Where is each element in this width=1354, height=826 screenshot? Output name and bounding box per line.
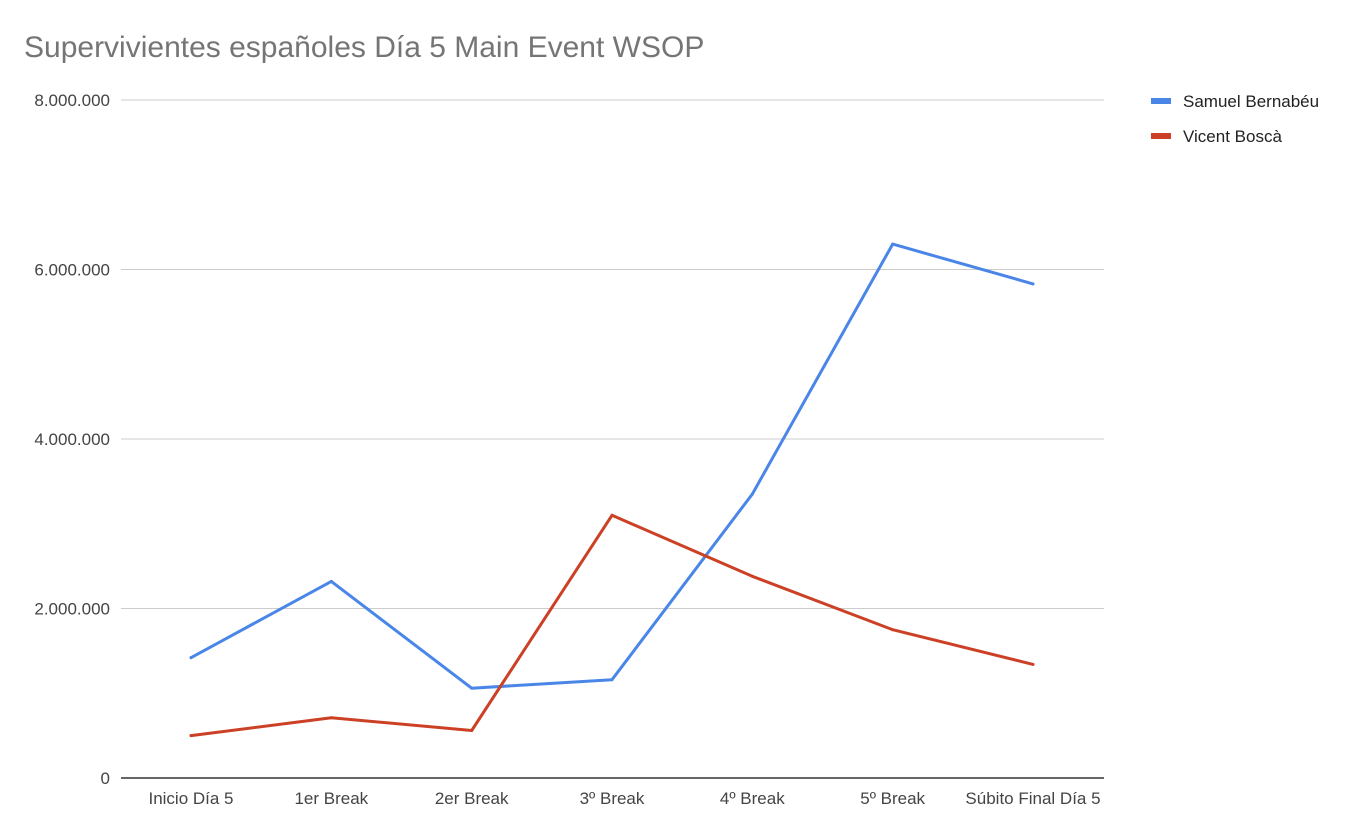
data-point [189, 734, 193, 738]
data-point [470, 729, 474, 733]
x-axis-ticks: Inicio Día 5 1er Break 2er Break 3º Break 4º… [148, 789, 1100, 808]
x-tick-label: 2er Break [435, 789, 509, 808]
series-lines [189, 242, 1035, 738]
legend-swatch [1151, 133, 1171, 139]
series-line-1 [189, 242, 1035, 690]
legend: Samuel Bernabéu Vicent Boscà [1151, 92, 1319, 146]
data-point [329, 579, 333, 583]
data-point [750, 492, 754, 496]
series-line-2 [189, 513, 1035, 738]
legend-label: Samuel Bernabéu [1183, 92, 1319, 111]
chart-title: Supervivientes españoles Día 5 Main Even… [24, 31, 704, 64]
legend-label: Vicent Boscà [1183, 127, 1282, 146]
x-tick-label: Súbito Final Día 5 [965, 789, 1100, 808]
x-tick-label: Inicio Día 5 [148, 789, 233, 808]
data-point [891, 242, 895, 246]
x-tick-label: 4º Break [720, 789, 785, 808]
data-point [610, 513, 614, 517]
data-point [189, 656, 193, 660]
gridlines [121, 99, 1104, 779]
y-tick-label: 6.000.000 [34, 261, 110, 280]
y-axis-ticks: 0 2.000.000 4.000.000 6.000.000 8.000.000 [34, 91, 110, 788]
y-tick-label: 4.000.000 [34, 430, 110, 449]
data-point [329, 716, 333, 720]
legend-swatch [1151, 98, 1171, 104]
data-point [1031, 662, 1035, 666]
y-tick-label: 2.000.000 [34, 600, 110, 619]
data-point [610, 678, 614, 682]
y-tick-label: 8.000.000 [34, 91, 110, 110]
data-point [750, 574, 754, 578]
data-point [470, 686, 474, 690]
x-tick-label: 5º Break [860, 789, 925, 808]
x-tick-label: 1er Break [294, 789, 368, 808]
data-point [1031, 282, 1035, 286]
x-tick-label: 3º Break [580, 789, 645, 808]
y-tick-label: 0 [101, 769, 110, 788]
data-point [891, 628, 895, 632]
